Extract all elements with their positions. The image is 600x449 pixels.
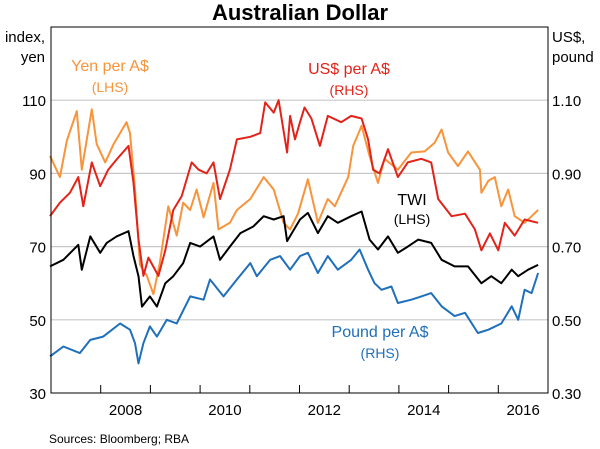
chart-title: Australian Dollar (212, 0, 388, 25)
usd-series-label: US$ per A$ (308, 61, 390, 78)
right-tick-label: 1.10 (552, 93, 581, 110)
yen-series-label: Yen per A$ (71, 58, 149, 75)
left-tick-label: 70 (29, 240, 46, 257)
x-tick-label: 2012 (308, 402, 341, 419)
twi-line (49, 210, 539, 308)
twi-series-label: TWI (397, 192, 426, 209)
yen-series-axis: (LHS) (92, 79, 129, 95)
left-axis-label-line1: index, (5, 29, 45, 46)
left-tick-label: 30 (29, 386, 46, 403)
pound-per-a-line (49, 248, 540, 365)
left-tick-label: 110 (22, 93, 46, 110)
x-tick-label: 2008 (109, 402, 142, 419)
x-tick-label: 2014 (407, 402, 440, 419)
usd-series-axis: (RHS) (330, 82, 369, 98)
right-tick-label: 0.90 (552, 166, 581, 183)
right-axis-label-line2: pound (552, 49, 594, 66)
x-tick-label: 2010 (208, 402, 241, 419)
us-per-a-line (49, 99, 539, 277)
twi-series-axis: (LHS) (394, 211, 431, 227)
right-tick-label: 0.70 (552, 240, 581, 257)
left-axis-label-line2: yen (21, 49, 45, 66)
yen-per-a-line (49, 108, 539, 296)
x-tick-label: 2016 (506, 402, 539, 419)
right-axis-label-line1: US$, (552, 29, 585, 46)
right-tick-label: 0.50 (552, 313, 581, 330)
pound-series-label: Pound per A$ (332, 324, 429, 341)
pound-series-axis: (RHS) (361, 345, 400, 361)
left-tick-label: 50 (29, 313, 46, 330)
source-note: Sources: Bloomberg; RBA (49, 432, 189, 446)
left-tick-label: 90 (29, 166, 46, 183)
right-tick-label: 0.30 (552, 386, 581, 403)
